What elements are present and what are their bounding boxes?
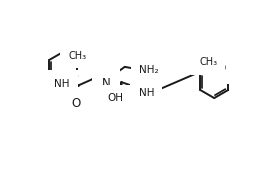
Text: O: O (72, 96, 81, 110)
Text: OH: OH (108, 93, 124, 103)
Text: N: N (102, 77, 111, 90)
Text: CH₃: CH₃ (199, 57, 217, 67)
Text: NH₂: NH₂ (139, 65, 159, 75)
Text: CH₃: CH₃ (68, 51, 86, 61)
Text: NH: NH (54, 79, 69, 89)
Text: NH: NH (139, 88, 154, 98)
Text: O: O (216, 62, 225, 75)
